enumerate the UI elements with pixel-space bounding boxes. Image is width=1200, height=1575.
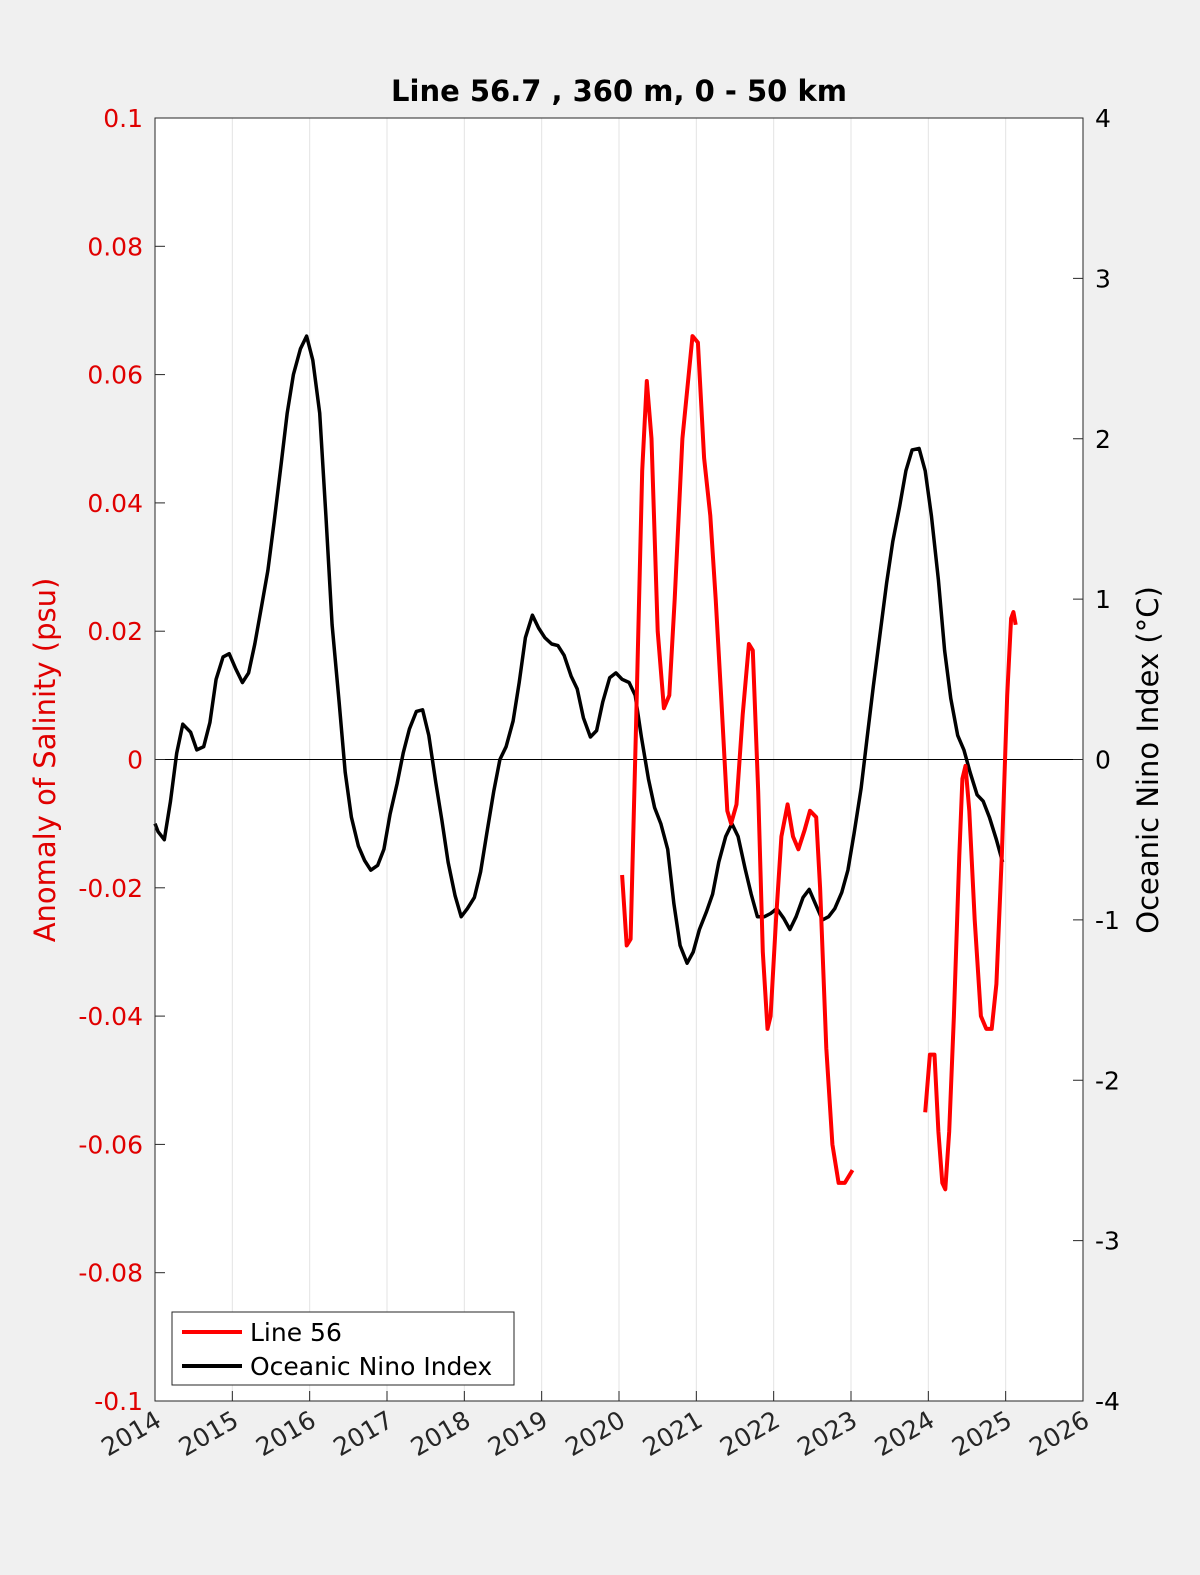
salinity-line-segment-2 [923,610,1018,1192]
x-tick-label: 2019 [483,1405,553,1462]
left-axis-label: Anomaly of Salinity (psu) [28,578,62,943]
x-tick-label: 2020 [560,1405,630,1462]
right-axis-label: Oceanic Nino Index (°C) [1131,586,1165,934]
x-tick-label: 2024 [870,1405,940,1462]
left-tick-label: -0.04 [78,1002,143,1031]
right-tick-label: 3 [1095,264,1111,293]
left-tick-label: 0.04 [87,489,143,518]
x-tick-label: 2018 [406,1405,476,1462]
right-tick-label: 4 [1095,104,1111,133]
right-tick-label: 2 [1095,425,1111,454]
left-tick-label: -0.02 [78,874,143,903]
left-tick-label: 0 [127,746,143,775]
left-y-axis: 0.1 0.08 0.06 0.04 0.02 0 -0.02 -0.04 -0.06 -0.08… [78,104,165,1416]
chart-title: Line 56.7 , 360 m, 0 - 50 km [391,74,847,108]
right-y-axis: 4 3 2 1 0 -1 -2 -3 -4 [1073,104,1120,1416]
salinity-line-segment-1 [620,334,855,1185]
x-tick-label: 2016 [251,1405,321,1462]
x-tick-label: 2025 [947,1405,1017,1462]
right-tick-label: -4 [1095,1387,1120,1416]
x-tick-label: 2015 [174,1405,244,1462]
legend-box [171,1311,515,1386]
right-tick-label: -3 [1095,1227,1120,1256]
left-tick-label: 0.06 [87,361,143,390]
left-tick-label: -0.08 [78,1259,143,1288]
left-tick-label: 0.08 [87,232,143,261]
legend-label-oni: Oceanic Nino Index [250,1352,492,1381]
left-tick-label: 0.02 [87,617,143,646]
right-tick-label: 1 [1095,585,1111,614]
legend-label-line-56: Line 56 [250,1318,342,1347]
x-axis: 2014 2015 2016 2017 2018 2019 2020 2021 2022 2023… [96,1391,1094,1462]
x-tick-label: 2026 [1024,1405,1094,1462]
left-tick-label: -0.06 [78,1130,143,1159]
x-tick-label: 2023 [792,1405,862,1462]
right-tick-label: 0 [1095,746,1111,775]
legend: Line 56 Oceanic Nino Index [171,1311,515,1386]
right-tick-label: -2 [1095,1066,1120,1095]
x-tick-label: 2021 [638,1405,708,1462]
left-tick-label: -0.1 [94,1387,143,1416]
x-tick-label: 2022 [715,1405,785,1462]
left-tick-label: 0.1 [103,104,143,133]
x-tick-label: 2017 [328,1405,398,1462]
right-tick-label: -1 [1095,906,1120,935]
series-layer [153,334,1018,1192]
oni-line [153,334,1005,965]
